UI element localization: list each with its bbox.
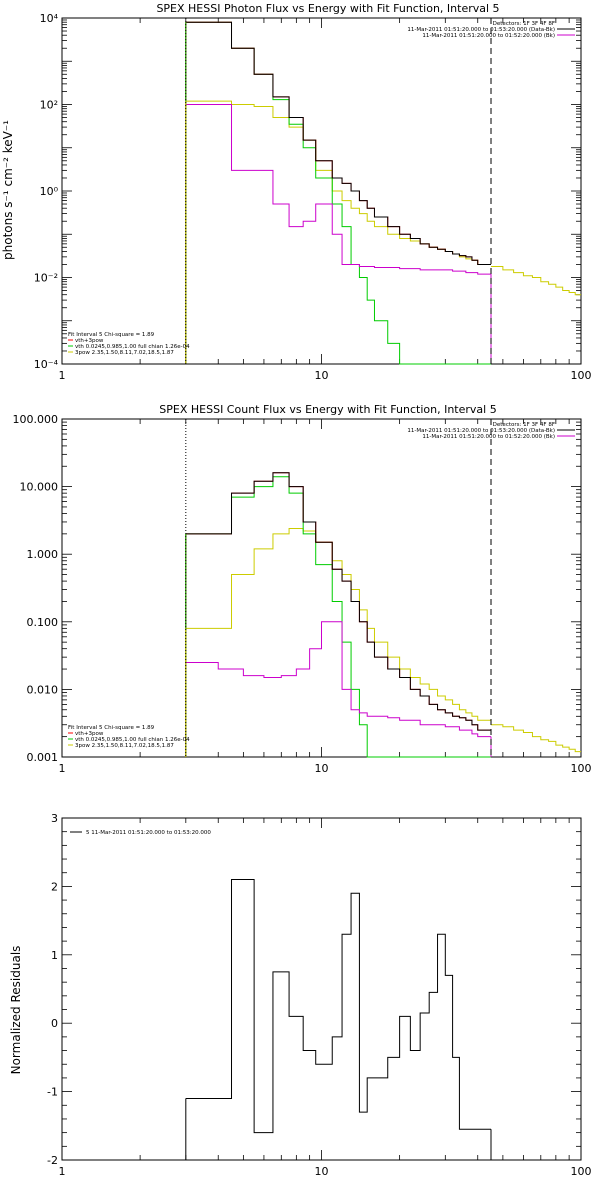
y-tick-label: -2	[47, 1154, 58, 1167]
legend-entry: Fit Interval 5 Chi-square = 1.89	[68, 332, 155, 338]
legend-entry: Fit Interval 5 Chi-square = 1.89	[68, 725, 155, 731]
legend-entry: 11-Mar-2011 01:51:20.000 to 01:53:20.000…	[407, 428, 555, 434]
count-flux-legend-bottom-left: Fit Interval 5 Chi-square = 1.89vth+3pow…	[68, 725, 190, 749]
count-flux-plot-area	[61, 418, 582, 758]
residuals-panel: Normalized Residuals -2 -1 0 1 2 3 1 10 100 5 1…	[9, 812, 592, 1178]
y-tick-label: 10.000	[20, 481, 59, 494]
count-flux-title: SPEX HESSI Count Flux vs Energy with Fit…	[159, 403, 496, 416]
legend-entry: 3pow 2.35,1.50,8.11,7.02,18.5,1.87	[75, 743, 174, 749]
series-line-0	[185, 21, 492, 265]
series-line-0	[185, 472, 492, 731]
photon-flux-title: SPEX HESSI Photon Flux vs Energy with Fi…	[156, 2, 499, 15]
y-tick-label: 100.000	[13, 413, 59, 426]
photon-flux-y-tick-labels: 10⁻⁴ 10⁻² 10⁰ 10² 10⁴	[34, 12, 59, 371]
x-tick-label: 10	[315, 1165, 329, 1178]
legend-entry: 11-Mar-2011 01:51:20.000 to 01:52:20.000…	[422, 434, 555, 440]
count-flux-y-tick-labels: 0.001 0.010 0.100 1.000 10.000 100.000	[13, 413, 59, 764]
series-line-0	[185, 879, 492, 1134]
photon-flux-panel: SPEX HESSI Photon Flux vs Energy with Fi…	[1, 2, 592, 382]
residuals-legend: 5 11-Mar-2011 01:51:20.000 to 01:53:20.0…	[70, 830, 211, 836]
x-tick-label: 100	[571, 762, 592, 775]
y-tick-label: 3	[51, 812, 58, 825]
residuals-plot-area	[61, 817, 582, 1161]
count-flux-x-tick-labels: 1 10 100	[59, 762, 592, 775]
photon-flux-y-axis-label: photons s⁻¹ cm⁻² keV⁻¹	[1, 120, 15, 260]
model-extension-line	[491, 265, 581, 296]
residuals-x-tick-labels: 1 10 100	[59, 1165, 592, 1178]
series-line-4	[185, 528, 492, 721]
x-tick-label: 1	[59, 369, 66, 382]
series-line-3	[185, 476, 492, 758]
series-line-1	[185, 621, 492, 738]
photon-flux-x-tick-labels: 1 10 100	[59, 369, 592, 382]
y-tick-label: 10⁻²	[34, 272, 58, 285]
y-tick-label: 2	[51, 880, 58, 893]
legend-entry: vth 0.0245,0.985,1.00 full chian 1.26e-0…	[75, 344, 190, 350]
x-tick-label: 10	[315, 369, 329, 382]
x-tick-label: 1	[59, 762, 66, 775]
y-tick-label: 0.001	[27, 751, 59, 764]
legend-entry: 5 11-Mar-2011 01:51:20.000 to 01:53:20.0…	[86, 830, 211, 836]
model-extension-line	[491, 724, 581, 753]
y-tick-label: 10⁻⁴	[34, 358, 59, 371]
legend-entry: vth+3pow	[75, 731, 104, 737]
y-tick-label: 1.000	[27, 548, 59, 561]
y-tick-label: 0.100	[27, 616, 59, 629]
y-tick-label: 10⁰	[40, 185, 59, 198]
y-tick-label: -1	[47, 1086, 58, 1099]
x-tick-label: 1	[59, 1165, 66, 1178]
legend-entry: 11-Mar-2011 01:51:20.000 to 01:53:20.000…	[407, 27, 555, 33]
y-tick-label: 1	[51, 949, 58, 962]
legend-entry: 3pow 2.35,1.50,8.11,7.02,18.5,1.87	[75, 350, 174, 356]
count-flux-panel: SPEX HESSI Count Flux vs Energy with Fit…	[13, 403, 592, 775]
residuals-y-axis-label: Normalized Residuals	[9, 946, 23, 1075]
residuals-y-tick-labels: -2 -1 0 1 2 3	[47, 812, 58, 1167]
series-line-1	[185, 104, 492, 275]
y-tick-label: 0.010	[27, 683, 59, 696]
photon-flux-legend-bottom-left: Fit Interval 5 Chi-square = 1.89vth+3pow…	[68, 332, 190, 356]
legend-entry: vth+3pow	[75, 338, 104, 344]
y-tick-label: 0	[51, 1017, 58, 1030]
y-tick-label: 10²	[40, 99, 58, 112]
y-tick-label: 10⁴	[40, 12, 59, 25]
legend-entry: vth 0.0245,0.985,1.00 full chian 1.26e-0…	[75, 737, 190, 743]
x-tick-label: 100	[571, 1165, 592, 1178]
x-tick-label: 10	[315, 762, 329, 775]
legend-entry: Detectors: 1F 3F 4F 8F	[493, 422, 555, 428]
legend-entry: Detectors: 1F 3F 4F 8F	[493, 21, 555, 27]
photon-flux-plot-area	[61, 17, 582, 365]
legend-entry: 11-Mar-2011 01:51:20.000 to 01:52:20.000…	[422, 33, 555, 39]
x-tick-label: 100	[571, 369, 592, 382]
